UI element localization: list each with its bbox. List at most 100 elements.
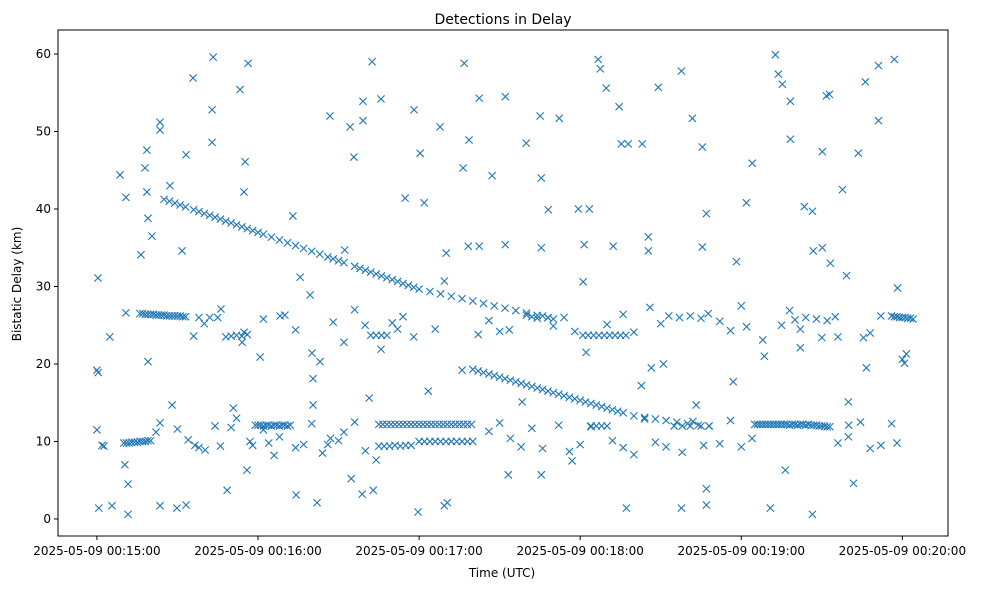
data-point-marker: [460, 59, 469, 68]
data-point-marker: [844, 421, 853, 430]
data-point-marker: [394, 420, 403, 429]
data-point-marker: [785, 306, 794, 315]
data-point-marker: [399, 420, 407, 429]
data-point-marker: [748, 159, 757, 168]
data-point-marker: [594, 55, 603, 64]
data-point-marker: [825, 422, 834, 431]
data-point-marker: [576, 396, 585, 405]
data-point-marker: [692, 401, 701, 410]
data-point-marker: [656, 319, 665, 328]
data-point-marker: [376, 94, 385, 103]
data-point-marker: [419, 420, 428, 429]
data-point-marker: [216, 304, 225, 313]
data-point-marker: [368, 57, 377, 66]
data-point-marker: [237, 222, 246, 231]
data-point-marker: [866, 328, 875, 337]
data-point-marker: [94, 504, 103, 513]
data-point-marker: [677, 504, 686, 513]
data-point-marker: [777, 321, 786, 330]
data-point-marker: [306, 291, 315, 299]
data-point-marker: [309, 374, 318, 383]
data-point-marker: [640, 413, 649, 422]
data-point-marker: [267, 233, 276, 242]
data-point-marker: [403, 420, 412, 429]
data-point-marker: [369, 486, 378, 495]
data-point-marker: [443, 420, 452, 429]
data-point-marker: [313, 498, 322, 507]
data-point-marker: [248, 441, 257, 450]
data-point-marker: [737, 442, 746, 451]
data-point-marker: [105, 332, 114, 341]
data-point-marker: [92, 425, 101, 434]
data-point-marker: [189, 74, 198, 83]
data-point-marker: [213, 313, 222, 322]
data-point-marker: [200, 209, 209, 218]
data-point-marker: [424, 387, 433, 396]
data-point-marker: [538, 444, 547, 453]
data-point-marker: [168, 401, 177, 410]
data-point-marker: [786, 135, 795, 144]
data-point-marker: [401, 194, 410, 203]
data-point-marker: [147, 232, 156, 241]
data-point-marker: [849, 479, 858, 488]
x-tick-label: 2025-05-09 00:20:00: [839, 544, 966, 558]
data-point-marker: [861, 77, 870, 86]
data-point-marker: [522, 311, 531, 320]
data-point-marker: [124, 510, 133, 519]
data-point-marker: [275, 236, 284, 244]
data-point-marker: [200, 319, 209, 328]
data-point-marker: [361, 266, 370, 275]
data-point-marker: [283, 238, 292, 247]
data-point-marker: [638, 139, 647, 148]
data-point-marker: [178, 312, 187, 321]
data-point-marker: [94, 368, 103, 377]
data-point-marker: [386, 420, 395, 429]
data-point-marker: [838, 185, 847, 194]
data-point-marker: [254, 228, 263, 237]
data-point-marker: [205, 313, 214, 322]
data-point-marker: [876, 441, 885, 450]
data-point-marker: [505, 325, 514, 334]
data-point-marker: [651, 438, 660, 447]
data-point-marker: [887, 419, 896, 428]
data-point-marker: [415, 285, 424, 294]
data-point-marker: [501, 240, 510, 249]
data-point-marker: [758, 335, 767, 344]
data-point-marker: [729, 377, 738, 386]
data-point-marker: [270, 451, 279, 460]
data-point-marker: [506, 434, 515, 443]
data-point-marker: [659, 359, 668, 368]
data-point-marker: [288, 211, 297, 220]
data-point-marker: [574, 205, 583, 213]
data-point-marker: [407, 420, 416, 429]
data-point-marker: [165, 197, 174, 206]
data-point-marker: [704, 309, 713, 318]
data-point-marker: [393, 325, 402, 334]
data-point-marker: [142, 146, 151, 155]
data-point-marker: [647, 363, 656, 372]
data-point-marker: [670, 421, 679, 430]
data-point-marker: [619, 408, 628, 417]
data-point-marker: [537, 470, 546, 479]
data-point-marker: [259, 230, 268, 239]
data-point-marker: [617, 139, 626, 148]
data-point-marker: [116, 170, 125, 179]
data-point-marker: [390, 420, 399, 429]
data-point-marker: [742, 322, 751, 331]
data-point-marker: [592, 401, 601, 410]
data-point-marker: [388, 275, 397, 284]
data-point-marker: [646, 303, 654, 312]
data-point-marker: [678, 421, 687, 430]
data-point-marker: [629, 411, 638, 420]
data-point-marker: [823, 316, 832, 325]
data-point-marker: [240, 187, 249, 196]
y-tick-label: 0: [43, 512, 51, 526]
data-point-marker: [358, 490, 367, 499]
chart-title: Detections in Delay: [434, 12, 571, 28]
data-point-marker: [156, 501, 165, 510]
data-point-marker: [900, 359, 909, 368]
data-point-marker: [411, 420, 420, 429]
data-point-marker: [140, 163, 149, 172]
data-point-marker: [644, 232, 653, 241]
data-point-marker: [568, 456, 577, 465]
